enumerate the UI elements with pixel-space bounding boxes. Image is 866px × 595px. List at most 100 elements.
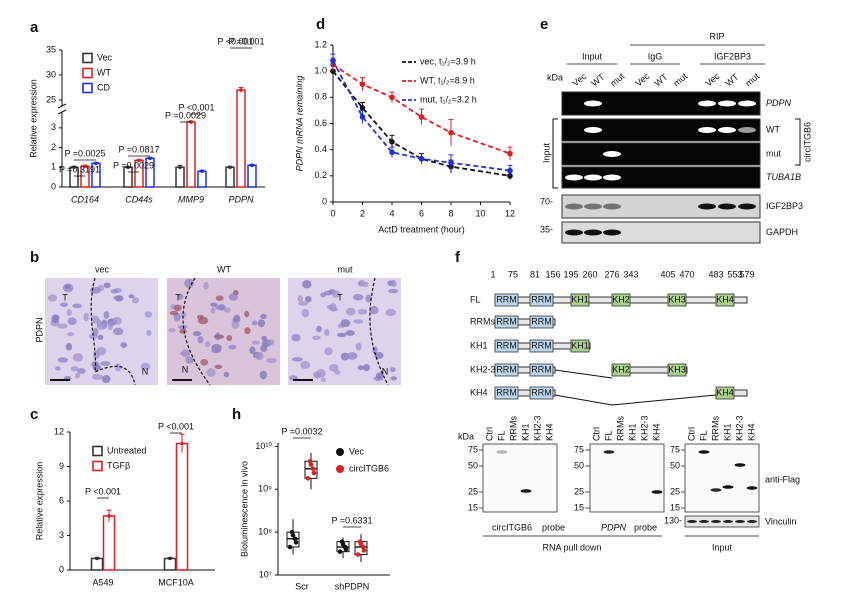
kda-label: kDa	[547, 72, 563, 82]
nucleus	[74, 372, 80, 379]
nucleus	[97, 334, 104, 341]
dot	[308, 462, 314, 467]
band	[565, 174, 583, 181]
row-label: mut	[766, 148, 782, 158]
nucleus	[362, 363, 371, 372]
band	[603, 203, 621, 210]
band	[734, 463, 746, 467]
nucleus	[249, 346, 256, 355]
probe-label: circITGB6	[492, 522, 532, 532]
blot-row	[561, 142, 761, 166]
rip-header: RIP	[709, 31, 724, 41]
lane-label: Vec	[703, 71, 721, 89]
legend-label: vec, t₁/₂=3.9 h	[420, 56, 476, 66]
nucleus	[329, 307, 339, 312]
legend-label: CD	[97, 82, 110, 92]
nucleus	[352, 293, 364, 301]
band	[746, 486, 758, 490]
nucleus	[365, 294, 372, 303]
nucleus	[358, 279, 366, 287]
nucleus	[51, 314, 60, 324]
nucleus	[100, 361, 111, 366]
legend-label: mut, t₁/₂=3.2 h	[420, 94, 477, 104]
p-value: P <0.001	[85, 486, 121, 496]
band	[698, 100, 716, 107]
region-label: N	[382, 366, 389, 376]
construct-label: KH1	[470, 340, 488, 350]
nucleus	[101, 374, 111, 384]
nucleus	[223, 371, 230, 378]
legend-label: WT	[97, 67, 111, 77]
p-value: P <0.001	[217, 36, 253, 46]
domain	[494, 339, 519, 353]
construct-label: KH4	[470, 387, 488, 397]
p-value: P <0.001	[178, 102, 214, 112]
nucleus	[197, 316, 209, 325]
lane-label: mut	[608, 71, 626, 89]
x-tick-label: 8	[448, 208, 453, 218]
lane-label: KH2-3	[734, 415, 744, 441]
y-tick-label: 3	[51, 122, 56, 132]
lane-label: KH1	[520, 423, 530, 441]
domain-label: RRM	[496, 387, 517, 397]
bar	[236, 89, 246, 188]
nucleus	[357, 308, 368, 315]
blot-row	[561, 166, 761, 189]
nucleus	[228, 293, 238, 301]
point	[359, 81, 366, 88]
caption: Input	[712, 542, 733, 552]
row-label: IGF2BP3	[766, 201, 803, 211]
series-line	[332, 63, 511, 155]
nucleus	[70, 366, 79, 372]
nucleus	[185, 356, 194, 364]
y-tick-label: 2	[51, 142, 56, 152]
row-label: TUBA1B	[766, 172, 801, 182]
band	[698, 450, 710, 454]
legend-swatch	[82, 82, 93, 94]
panel-letter: d	[316, 16, 325, 33]
legend-label: TGFβ	[107, 460, 130, 470]
domain	[529, 363, 554, 377]
band	[711, 520, 721, 523]
domain	[494, 315, 519, 329]
row-label: WT	[766, 124, 780, 134]
x-tick-label: PDPN	[228, 194, 254, 204]
y-tick-label: 1.0	[314, 66, 327, 76]
nucleus	[103, 311, 110, 319]
nucleus	[107, 321, 114, 331]
nucleus	[83, 312, 89, 322]
dot	[287, 544, 293, 550]
point	[389, 94, 395, 101]
bar	[197, 170, 207, 188]
nucleus	[214, 364, 223, 370]
tumor-boundary	[369, 277, 389, 386]
domain-label: RRM	[531, 316, 552, 326]
band	[710, 488, 722, 492]
nucleus	[302, 280, 312, 289]
panel-letter: h	[232, 406, 241, 423]
construct-label: KH2-3	[470, 364, 496, 374]
y-axis-label: Relative expression	[28, 79, 38, 158]
band	[738, 127, 756, 133]
nucleus	[203, 281, 209, 290]
nucleus	[210, 307, 216, 314]
probe-label: PDPN	[601, 522, 627, 532]
y-tick-label: 3	[59, 530, 64, 540]
marker-label: 25	[468, 486, 478, 496]
band	[718, 203, 736, 210]
nucleus	[337, 332, 347, 338]
domain	[611, 293, 631, 307]
x-tick-label: 0	[330, 208, 335, 218]
legend-swatch	[336, 465, 344, 473]
x-tick-label: 10	[475, 208, 485, 218]
residue-label: 1	[490, 269, 495, 279]
blot	[684, 515, 760, 528]
lane-label: KH4	[746, 423, 756, 441]
nucleus	[320, 377, 326, 382]
probe-label: probe	[634, 522, 657, 532]
nucleus	[96, 346, 107, 356]
nucleus	[259, 370, 267, 380]
domain-label: KH4	[716, 294, 734, 304]
residue-label: 405	[660, 269, 675, 279]
